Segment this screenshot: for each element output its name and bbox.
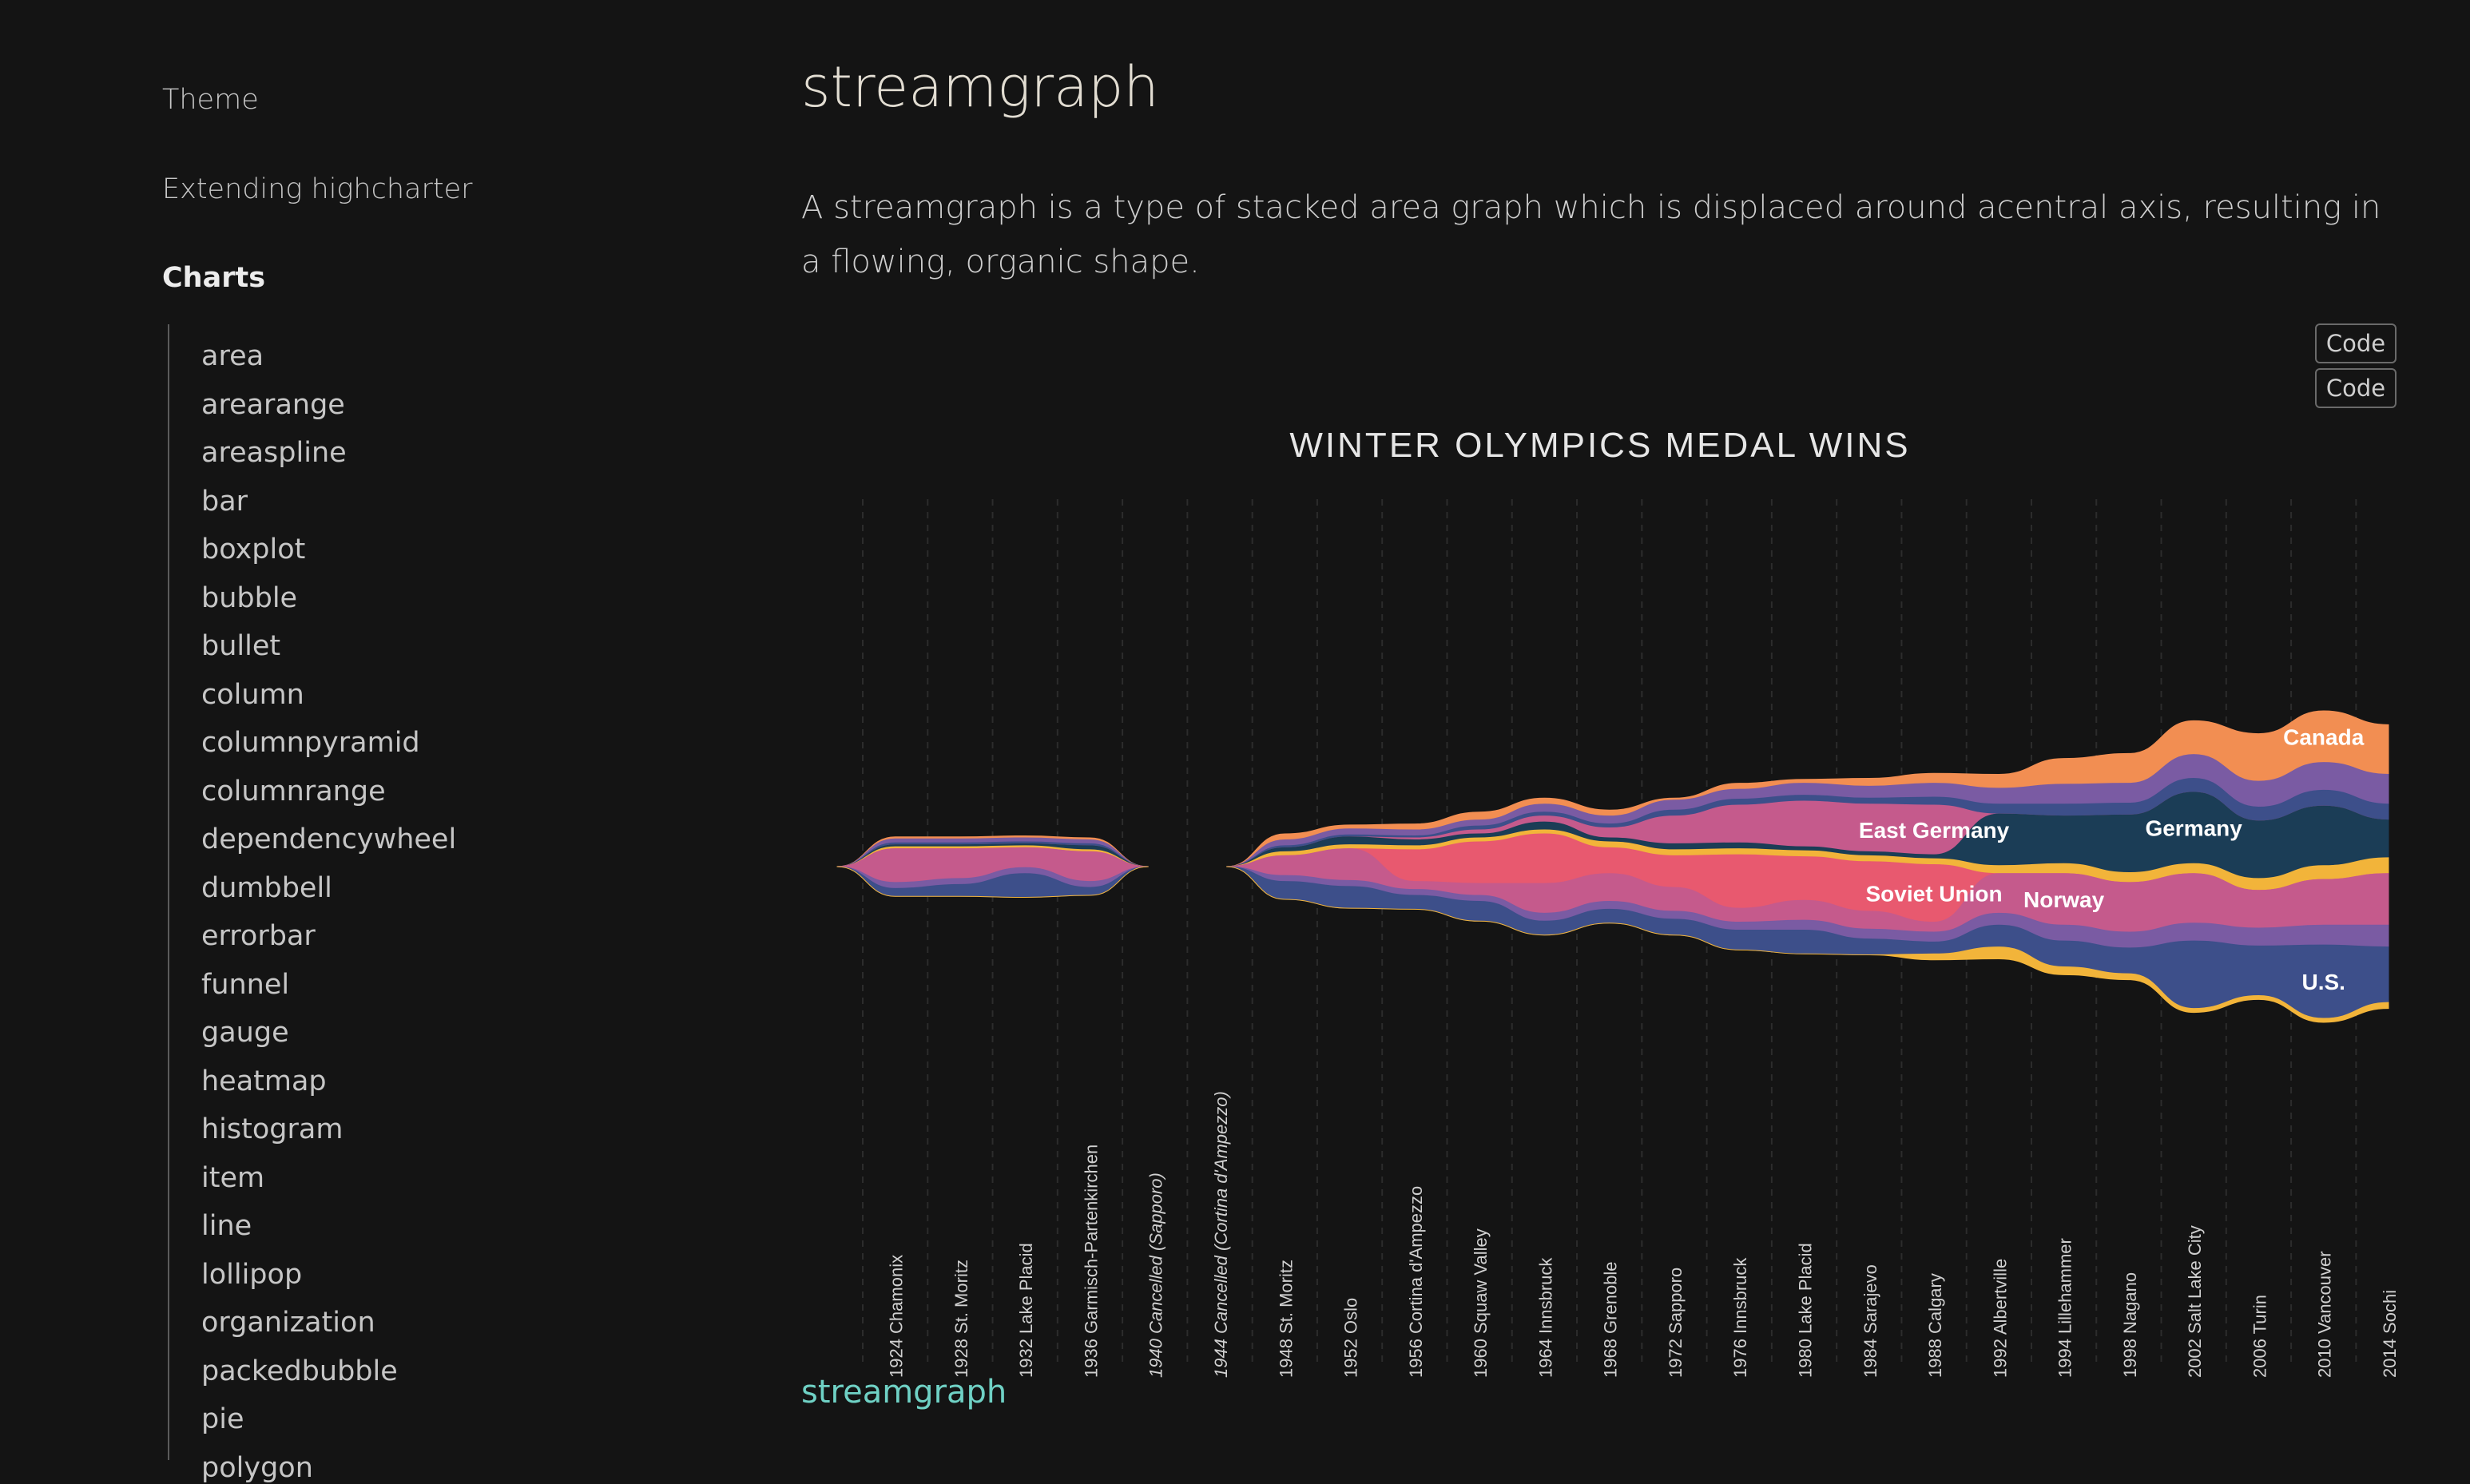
sidebar-item-bullet[interactable]: bullet [201, 630, 281, 662]
sidebar-item-histogram[interactable]: histogram [201, 1113, 343, 1145]
series-label: Germany [2145, 816, 2242, 841]
x-tick-label: 2002 Salt Lake City [2185, 1225, 2205, 1378]
sidebar-item-pie[interactable]: pie [201, 1403, 244, 1435]
sidebar-item-area[interactable]: area [201, 340, 264, 372]
sidebar-item-dependencywheel[interactable]: dependencywheel [201, 823, 457, 855]
x-tick-label: 1976 Innsbruck [1730, 1257, 1750, 1378]
sidebar-item-organization[interactable]: organization [201, 1307, 375, 1339]
streamgraph-link[interactable]: streamgraph [801, 1374, 1007, 1411]
sidebar-item-item[interactable]: item [201, 1161, 265, 1194]
sidebar: Theme Extending highcharter Charts area a… [0, 0, 799, 1484]
x-tick-label: 1972 Sapporo [1666, 1268, 1686, 1378]
sidebar-item-dumbbell[interactable]: dumbbell [201, 871, 332, 904]
sidebar-item-areaspline[interactable]: areaspline [201, 437, 347, 469]
sidebar-item-polygon[interactable]: polygon [201, 1451, 313, 1484]
sidebar-link-extending-highcharter[interactable]: Extending highcharter [162, 173, 473, 205]
x-tick-label: 2006 Turin [2250, 1295, 2269, 1378]
sidebar-item-columnrange[interactable]: columnrange [201, 775, 386, 807]
x-tick-label: 2014 Sochi [2380, 1290, 2400, 1378]
sidebar-link-theme[interactable]: Theme [162, 84, 259, 116]
x-tick-label: 1988 Calgary [1925, 1273, 1945, 1378]
x-tick-label: 1932 Lake Placid [1016, 1243, 1036, 1378]
x-axis: 1924 Chamonix 1928 St. Moritz 1932 Lake Pl… [887, 1091, 2400, 1378]
sidebar-item-line[interactable]: line [201, 1210, 252, 1242]
page-title: streamgraph [801, 54, 1159, 120]
sidebar-item-boxplot[interactable]: boxplot [201, 534, 306, 565]
x-tick-label: 1944 Cancelled (Cortina d'Ampezzo) [1211, 1091, 1231, 1378]
x-tick-label: 1952 Oslo [1341, 1298, 1361, 1378]
x-tick-label: 1936 Garmisch-Partenkirchen [1081, 1145, 1101, 1378]
x-tick-label: 1968 Grenoble [1601, 1261, 1621, 1378]
x-tick-label: 1956 Cortina d'Ampezzo [1406, 1186, 1426, 1378]
x-tick-label: 1964 Innsbruck [1535, 1257, 1555, 1378]
page-description: A streamgraph is a type of stacked area … [801, 189, 2381, 280]
x-tick-label: 2010 Vancouver [2315, 1251, 2335, 1378]
x-tick-label: 1924 Chamonix [887, 1255, 907, 1378]
vertical-grid [862, 499, 2357, 1366]
x-tick-label: 1984 Sarajevo [1860, 1264, 1880, 1378]
code-button[interactable]: Code [2315, 368, 2397, 408]
sidebar-item-columnpyramid[interactable]: columnpyramid [201, 727, 420, 759]
x-tick-label: 1928 St. Moritz [951, 1260, 971, 1378]
sidebar-item-arearange[interactable]: arearange [201, 388, 345, 421]
series-group [836, 710, 2389, 1023]
streamgraph-chart: WINTER OLYMPICS MEDAL WINS Canada East Ge… [836, 426, 2400, 1378]
series-label: East Germany [1859, 818, 2010, 843]
sidebar-item-packedbubble[interactable]: packedbubble [201, 1355, 398, 1387]
sidebar-item-lollipop[interactable]: lollipop [201, 1258, 303, 1291]
code-button[interactable]: Code [2315, 323, 2397, 363]
chart-type-list: area arearange areaspline bar boxplot bubble b… [168, 324, 649, 1484]
series-label: U.S. [2301, 970, 2345, 994]
x-tick-label: 1992 Albertville [1990, 1259, 2010, 1378]
x-tick-label: 1994 Lillehammer [2055, 1238, 2075, 1378]
series-area[interactable] [1226, 866, 2389, 1023]
series-labels: Canada East Germany Germany Soviet Union Nor… [1859, 724, 2365, 994]
sidebar-item-gauge[interactable]: gauge [201, 1017, 289, 1049]
sidebar-item-column[interactable]: column [201, 678, 304, 711]
sidebar-item-bar[interactable]: bar [201, 485, 248, 518]
x-tick-label: 1998 Nagano [2120, 1272, 2140, 1378]
x-tick-label: 1940 Cancelled (Sapporo) [1146, 1173, 1166, 1378]
sidebar-section-charts[interactable]: Charts [162, 262, 266, 294]
x-tick-label: 1960 Squaw Valley [1471, 1228, 1491, 1378]
sidebar-item-heatmap[interactable]: heatmap [201, 1065, 327, 1097]
series-area[interactable] [836, 866, 1149, 899]
series-label: Canada [2283, 724, 2365, 749]
series-label: Soviet Union [1866, 882, 2003, 907]
chart-title: WINTER OLYMPICS MEDAL WINS [1289, 426, 1910, 465]
x-tick-label: 1980 Lake Placid [1796, 1243, 1816, 1378]
sidebar-item-funnel[interactable]: funnel [201, 968, 290, 1001]
sidebar-item-errorbar[interactable]: errorbar [201, 920, 316, 952]
sidebar-item-bubble[interactable]: bubble [201, 581, 298, 614]
x-tick-label: 1948 St. Moritz [1276, 1260, 1296, 1378]
series-label: Norway [2023, 887, 2105, 912]
